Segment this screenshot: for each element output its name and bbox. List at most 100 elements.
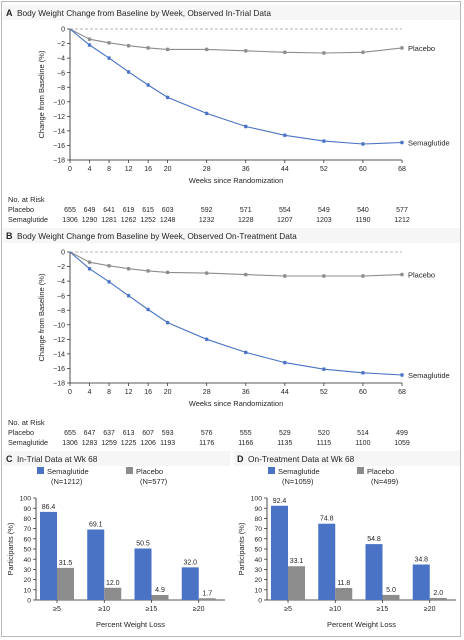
panel-header-band <box>3 451 230 466</box>
legend-n-semaglutide: (N=1212) <box>51 477 83 486</box>
x-axis-label: Weeks since Randomization <box>189 399 284 408</box>
y-tick-label: 80 <box>254 516 262 523</box>
x-tick-label: 0 <box>68 389 72 396</box>
x-tick-label: 16 <box>144 389 152 396</box>
y-tick-label: 70 <box>254 526 262 533</box>
at-risk-count: 655 <box>64 430 76 437</box>
data-point-placebo <box>126 44 131 48</box>
at-risk-count: 540 <box>357 207 369 214</box>
panel-header-band <box>3 5 461 20</box>
data-point-semaglutide <box>283 133 287 137</box>
x-tick-label: 12 <box>125 389 133 396</box>
y-tick-label: −18 <box>53 158 65 165</box>
at-risk-count: 1306 <box>62 440 78 447</box>
at-risk-count: 529 <box>279 430 291 437</box>
y-tick-label: 100 <box>251 496 263 503</box>
data-point-semaglutide <box>322 367 326 371</box>
legend-label-semaglutide: Semaglutide <box>47 467 89 476</box>
at-risk-count: 1225 <box>121 440 137 447</box>
x-tick-label: 36 <box>242 389 250 396</box>
series-line-placebo <box>69 28 403 54</box>
bar-placebo <box>288 566 305 600</box>
at-risk-count: 647 <box>84 430 96 437</box>
panel-title: In-Trial Data at Wk 68 <box>17 454 98 464</box>
at-risk-count: 520 <box>318 430 330 437</box>
data-point-placebo <box>146 269 150 273</box>
y-tick-label: 10 <box>23 587 31 594</box>
at-risk-count: 1232 <box>199 217 215 224</box>
x-tick-label: 16 <box>144 166 152 173</box>
at-risk-count: 1212 <box>394 217 410 224</box>
bar-value-label: 69.1 <box>89 522 103 529</box>
data-point-semaglutide <box>146 83 150 87</box>
at-risk-count: 1281 <box>101 217 117 224</box>
y-tick-label: −18 <box>53 381 65 388</box>
data-point-semaglutide <box>166 95 170 100</box>
data-point-semaglutide <box>400 373 404 377</box>
at-risk-count: 1207 <box>277 217 293 224</box>
data-point-placebo <box>166 47 170 51</box>
panel-letter: D <box>237 454 244 464</box>
at-risk-count: 1290 <box>82 217 98 224</box>
at-risk-count: 1262 <box>121 217 137 224</box>
y-axis-label: Change from Baseline (%) <box>37 50 46 138</box>
y-tick-label: 40 <box>23 557 31 564</box>
x-tick-label: 44 <box>281 389 289 396</box>
series-line-semaglutide <box>69 28 403 145</box>
at-risk-count: 1228 <box>238 217 254 224</box>
at-risk-row-label: Placebo <box>8 205 34 214</box>
panel-title: On-Treatment Data at Wk 68 <box>248 454 355 464</box>
x-tick-label: 0 <box>68 166 72 173</box>
bar-value-label: 1.7 <box>202 590 212 597</box>
y-tick-label: −16 <box>53 366 65 373</box>
x-tick-label: 20 <box>164 166 172 173</box>
panel-header-band <box>3 228 461 243</box>
at-risk-count: 613 <box>123 430 135 437</box>
x-tick-label: ≥15 <box>146 606 158 613</box>
at-risk-count: 1193 <box>160 440 175 447</box>
y-tick-label: 10 <box>254 587 262 594</box>
panel-title: Body Weight Change from Baseline by Week… <box>17 8 271 18</box>
at-risk-count: 571 <box>240 207 252 214</box>
y-tick-label: −4 <box>57 279 65 286</box>
at-risk-count: 593 <box>162 430 174 437</box>
at-risk-count: 1166 <box>238 440 253 447</box>
x-axis-label: Weeks since Randomization <box>189 176 284 185</box>
at-risk-count: 1283 <box>82 440 98 447</box>
y-tick-label: 20 <box>254 577 262 584</box>
data-point-semaglutide <box>244 124 248 129</box>
panel-a: A Body Weight Change from Baseline by Wee… <box>3 5 461 224</box>
series-line-semaglutide <box>69 251 403 376</box>
x-tick-label: 4 <box>88 166 92 173</box>
bar-value-label: 50.5 <box>136 540 150 547</box>
x-tick-label: ≥20 <box>424 606 436 613</box>
y-tick-label: 0 <box>61 27 65 34</box>
data-point-semaglutide <box>87 43 92 47</box>
panel-c: C In-Trial Data at Wk 68 Semaglutide(N=121… <box>3 451 230 629</box>
bar-placebo <box>198 598 216 600</box>
y-tick-label: −10 <box>53 322 65 329</box>
at-risk-count: 615 <box>142 207 154 214</box>
data-point-semaglutide <box>107 280 111 284</box>
series-label-semaglutide: Semaglutide <box>408 371 450 380</box>
bar-placebo <box>104 587 122 600</box>
series-label-semaglutide: Semaglutide <box>408 139 450 148</box>
y-tick-label: −8 <box>57 85 65 92</box>
data-point-semaglutide <box>107 56 111 60</box>
data-point-placebo <box>107 264 111 268</box>
x-tick-label: 60 <box>359 166 367 173</box>
bar-value-label: 31.5 <box>59 560 73 567</box>
bar-placebo <box>151 595 169 600</box>
y-tick-label: 90 <box>23 506 31 513</box>
data-point-placebo <box>107 41 111 45</box>
at-risk-count: 1135 <box>277 440 292 447</box>
y-tick-label: −12 <box>53 337 65 344</box>
data-point-semaglutide <box>126 70 131 74</box>
data-point-placebo <box>87 260 92 264</box>
at-risk-count: 576 <box>201 430 213 437</box>
at-risk-heading: No. at Risk <box>8 418 45 427</box>
at-risk-count: 603 <box>162 207 174 214</box>
panel-d: D On-Treatment Data at Wk 68Semaglutide(N… <box>234 451 461 629</box>
x-tick-label: ≥5 <box>53 606 61 613</box>
